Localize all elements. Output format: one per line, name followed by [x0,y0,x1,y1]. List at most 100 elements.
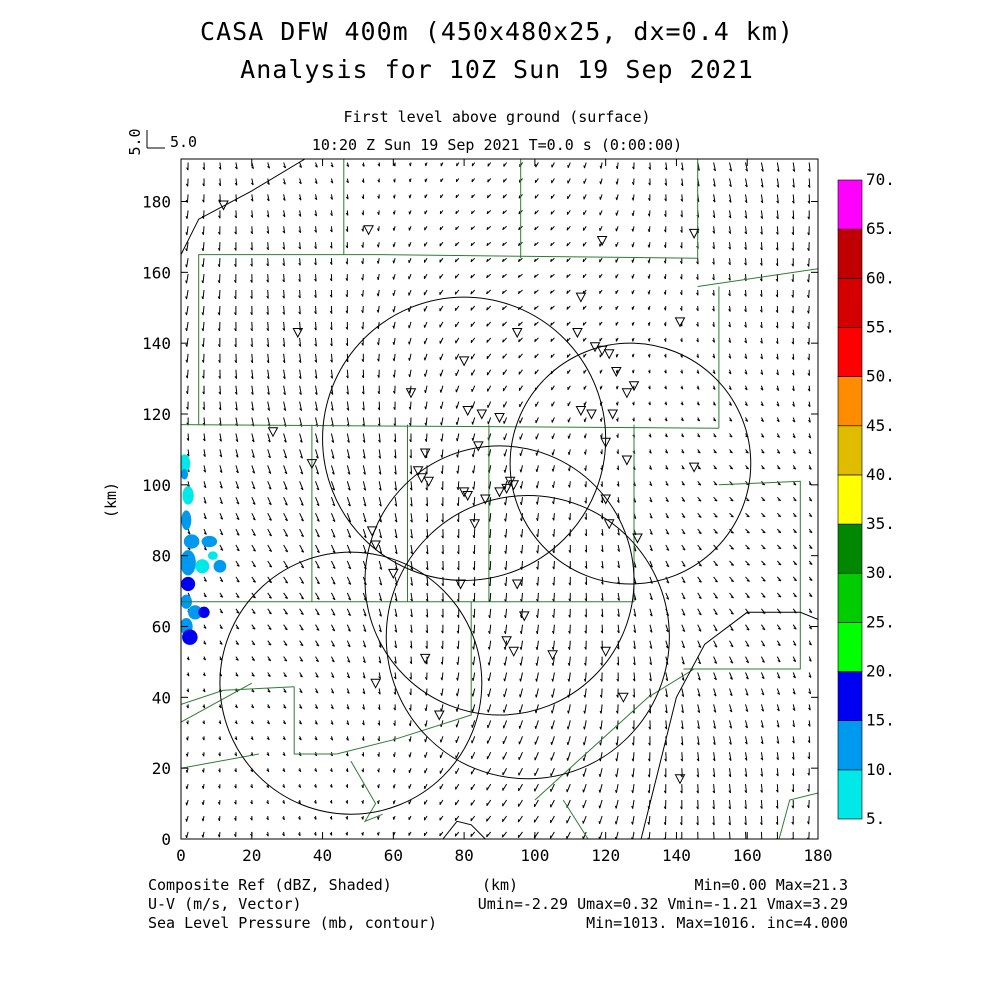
radar-range-ring [219,551,483,815]
station-marker-icon [370,678,381,689]
station-marker-icon [292,328,304,339]
county-line [181,686,295,705]
station-marker-icon [518,611,530,622]
station-marker-icon [419,448,431,459]
station-marker-icon [511,328,523,339]
station-marker-icon [472,441,484,452]
y-tick-label: 180 [142,193,171,212]
station-marker-icon [458,487,470,498]
y-tick-label: 100 [142,476,171,495]
station-marker-icon [462,406,474,417]
colorbar-swatch [837,425,863,476]
x-tick-label: 160 [733,846,762,865]
echo-blob [188,605,203,620]
county-line [198,254,698,425]
colorbar-label: 40. [866,465,895,484]
x-tick-label: 180 [804,846,833,865]
y-tick-label: 140 [142,334,171,353]
footer-contour-range: Min=1013. Max=1016. inc=4.000 [586,914,848,932]
reference-vector-x-label: 5.0 [170,133,197,151]
county-line [181,682,253,723]
footer: Composite Ref (dBZ, Shaded) U-V (m/s, Ve… [148,876,848,932]
title-block: CASA DFW 400m (450x480x25, dx=0.4 km) An… [200,17,793,154]
county-line [562,799,589,839]
station-marker-icon [575,406,587,417]
station-marker-icon [501,483,512,494]
county-line [293,686,337,755]
station-marker-icon [458,356,470,367]
y-tick-label: 60 [152,618,171,637]
station-marker-icon [607,409,619,420]
x-tick-label: 120 [591,846,620,865]
station-marker-icon [600,437,612,448]
y-axis-ticks: 0 20 40 60 80 100 120 140 160 180 [142,193,818,849]
wind-vector-arrows [185,162,813,839]
station-marker-icon [600,646,612,657]
county-line [181,424,719,429]
colorbar-label: 25. [866,612,895,631]
station-marker-icon [416,473,427,484]
echo-blob [207,551,218,560]
station-marker-icon [501,636,512,647]
station-marker-icon [423,476,435,487]
colorbar: 5. 10. 15. 20. 25. 30. 35. 40. 45. 50. 55. 60. 65. 70… [837,170,895,828]
colorbar-swatch [837,572,863,623]
colorbar-label: 70. [866,170,895,189]
echo-blob [213,559,227,573]
station-marker-icon [575,292,587,303]
y-tick-label: 40 [152,688,171,707]
x-tick-label: 0 [176,846,186,865]
radar-range-ring [385,494,670,780]
colorbar-swatch [837,769,863,820]
echo-blob [195,559,210,574]
echo-blob [198,606,210,618]
colorbar-swatch [837,179,863,230]
station-marker-icon [387,568,399,579]
y-axis-label: (km) [102,482,120,518]
station-marker-icon [508,480,520,491]
x-tick-label: 100 [520,846,549,865]
level-subtitle: First level above ground (surface) [343,108,650,126]
county-line [778,792,818,839]
station-markers [218,200,700,785]
pressure-contour [640,611,818,839]
station-marker-icon [674,317,686,328]
echo-blob [182,629,198,645]
county-boundaries [181,159,818,839]
footer-contour-field: Sea Level Pressure (mb, contour) [148,914,437,932]
x-tick-label: 40 [313,846,332,865]
echo-blob [181,454,191,473]
title-line-2: Analysis for 10Z Sun 19 Sep 2021 [240,55,754,84]
station-marker-icon [479,494,491,505]
reference-vector-y-label: 5.0 [126,128,144,155]
pressure-contour [442,820,486,839]
colorbar-label: 5. [866,809,885,828]
colorbar-label: 15. [866,711,895,730]
station-marker-icon [476,409,488,420]
station-marker-icon [419,653,431,664]
echo-blob [181,468,189,480]
plot-frame [180,158,819,840]
station-marker-icon [632,533,643,544]
footer-shaded-field: Composite Ref (dBZ, Shaded) [148,876,392,894]
station-marker-icon [508,646,520,657]
station-marker-icon [600,494,612,505]
station-marker-icon [504,476,516,487]
station-marker-icon [267,427,279,438]
station-marker-icon [586,409,597,420]
footer-shaded-range: Min=0.00 Max=21.3 [694,876,848,894]
station-marker-icon [621,455,633,466]
station-marker-icon [370,540,381,551]
station-marker-icon [688,228,700,239]
colorbar-swatch [837,278,863,328]
station-marker-icon [589,342,601,353]
echo-blob [201,535,218,548]
colorbar-swatch [837,671,863,721]
station-marker-icon [462,491,474,502]
station-marker-icon [596,345,608,356]
y-tick-label: 80 [152,547,171,566]
station-marker-icon [412,466,424,477]
station-marker-icon [455,579,466,590]
station-marker-icon [618,692,629,703]
